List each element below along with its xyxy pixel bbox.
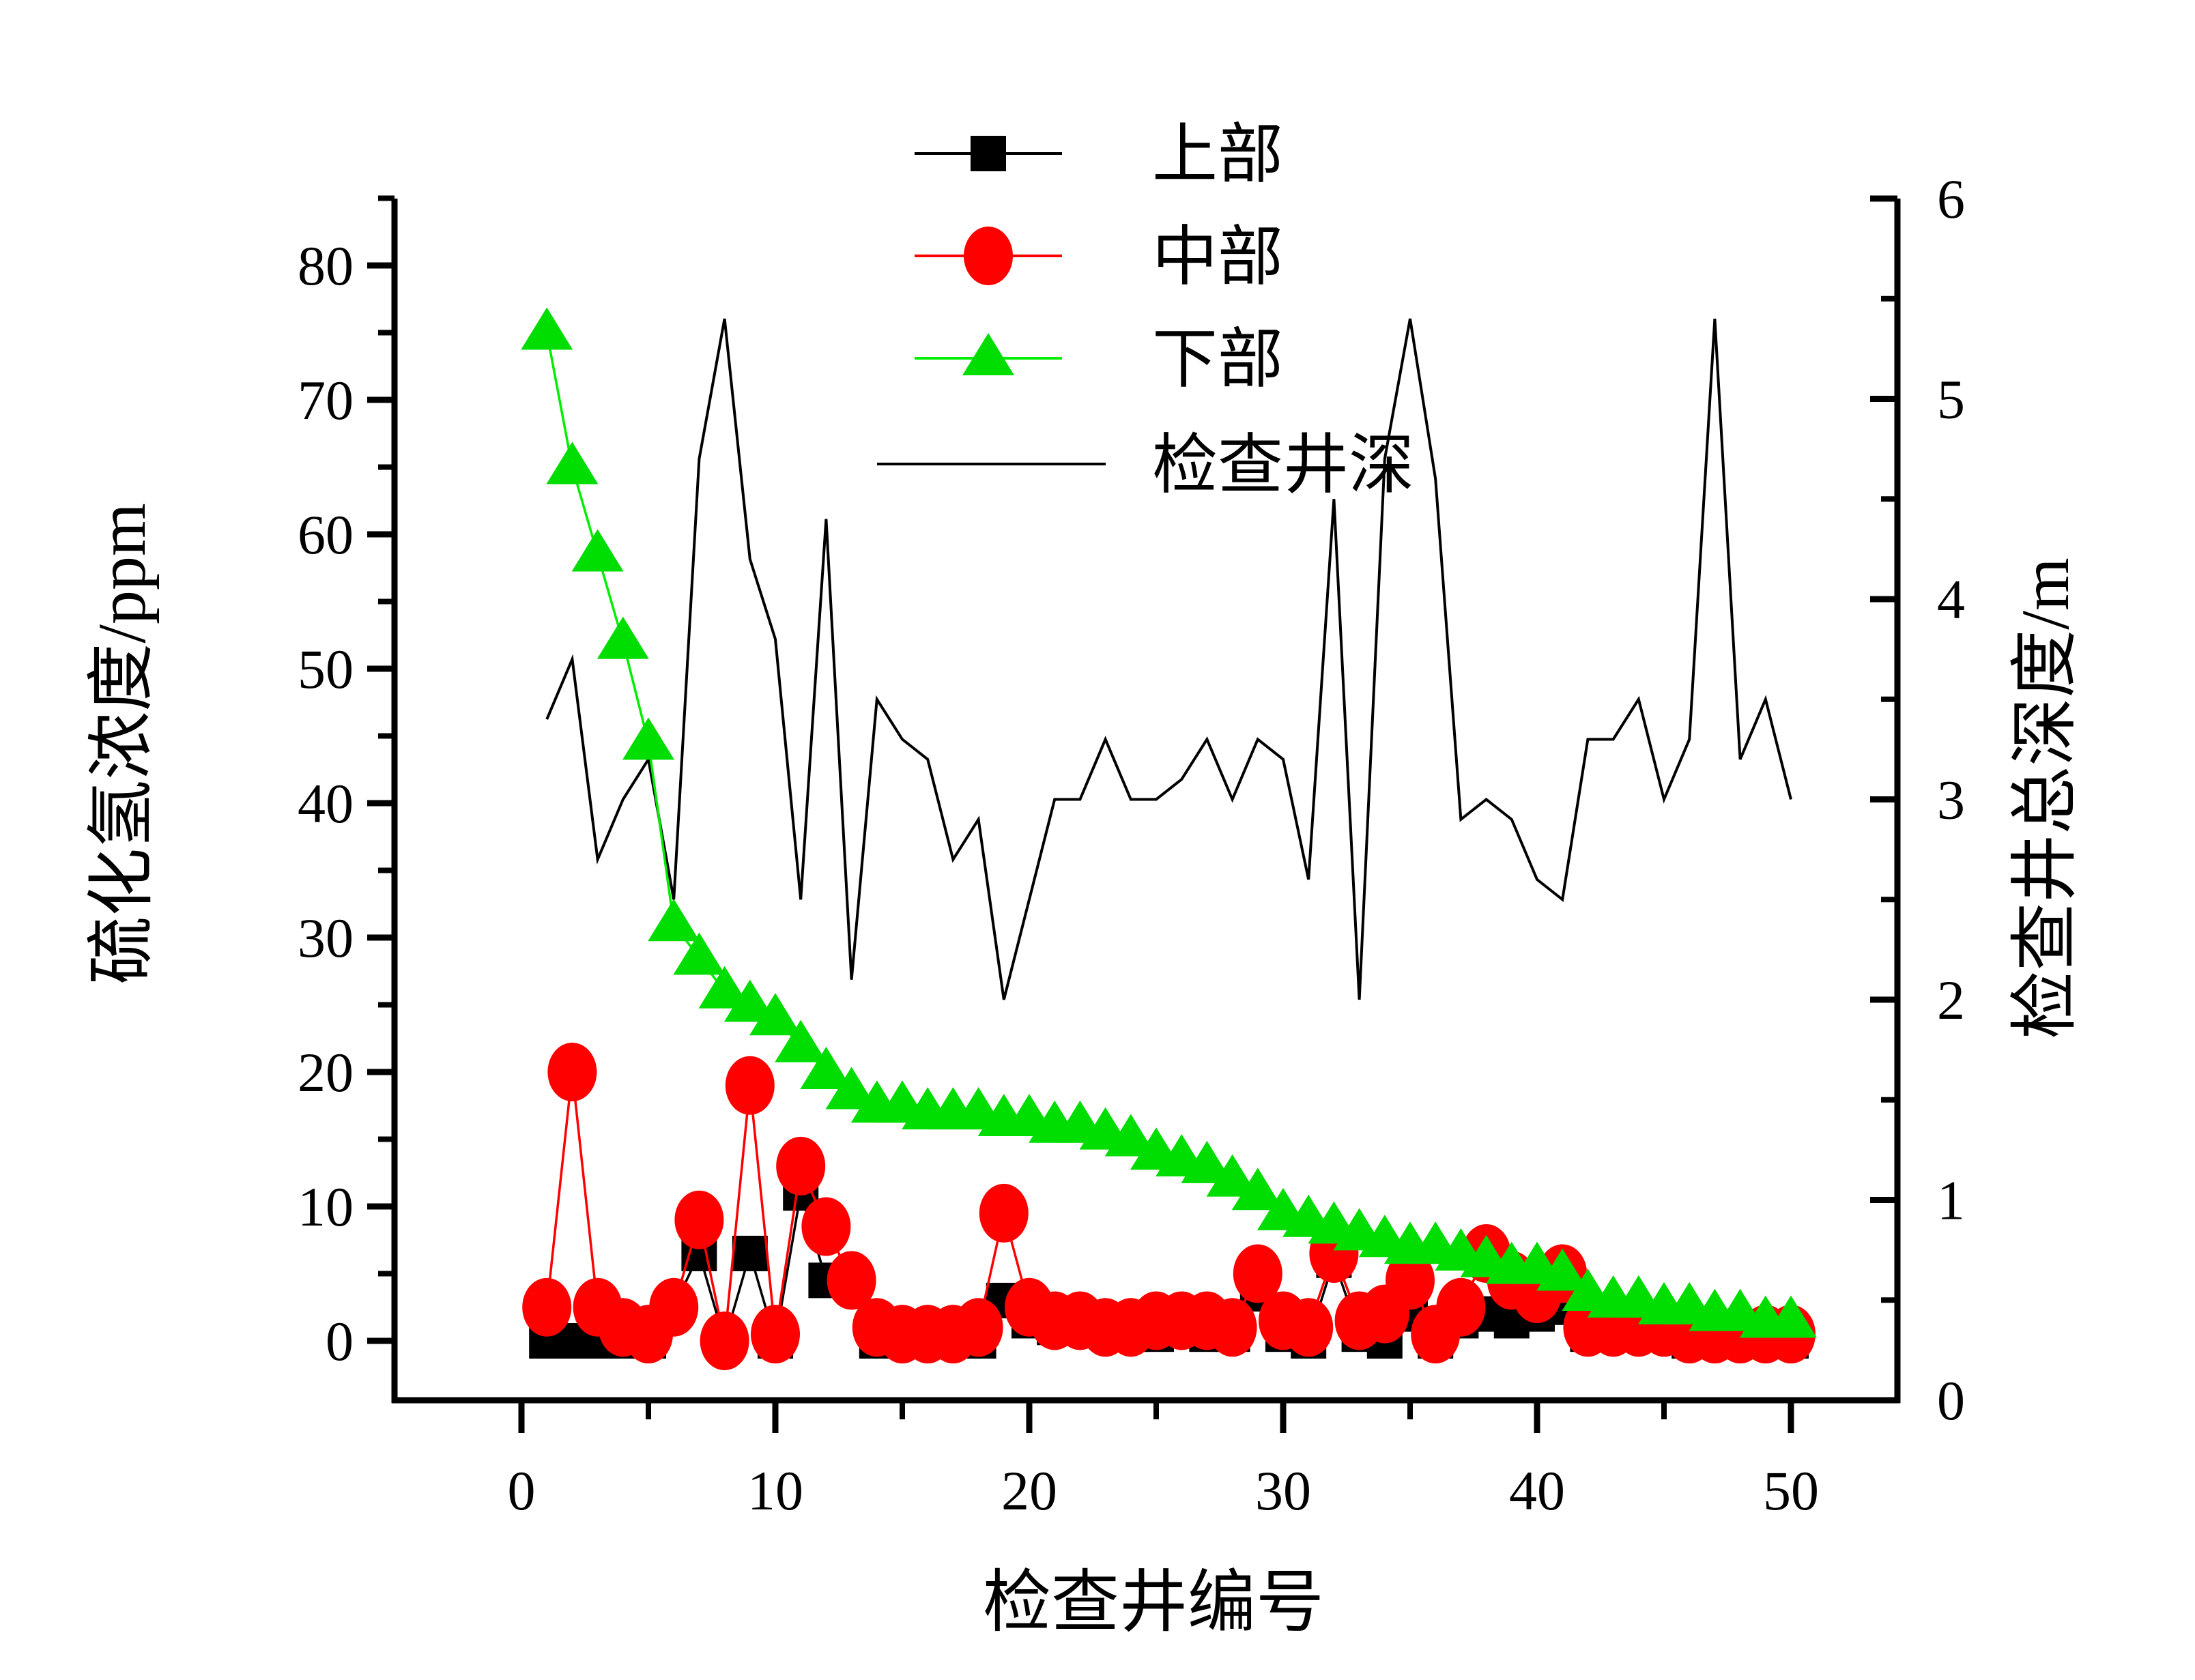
lower-series-marker [1206, 1154, 1259, 1197]
lower-series-marker [825, 1067, 878, 1110]
middle-series-marker [979, 1183, 1029, 1243]
y-right-tick-label: 6 [1937, 168, 1965, 230]
middle-series-marker [751, 1305, 800, 1364]
middle-series-marker [522, 1277, 572, 1337]
lower-series-marker [546, 441, 599, 484]
middle-series-marker [1233, 1244, 1282, 1303]
lower-series-marker [698, 966, 751, 1009]
middle-series-marker [700, 1312, 749, 1370]
y-right-tick-label: 4 [1937, 568, 1965, 631]
legend-square-marker [971, 136, 1006, 171]
y-right-tick-label: 5 [1937, 368, 1965, 431]
y-right-tick-label: 1 [1937, 1170, 1965, 1232]
middle-series-marker [1284, 1298, 1334, 1357]
lower-series-marker [749, 993, 801, 1036]
lower-series-marker [800, 1047, 852, 1089]
legend-label: 检查井深 [1152, 429, 1414, 502]
middle-series-marker [776, 1136, 826, 1196]
lower-series-marker [1104, 1114, 1157, 1157]
x-tick-label: 20 [1001, 1460, 1057, 1522]
y-left-tick-label: 40 [298, 772, 354, 835]
y-right-tick-label: 3 [1937, 769, 1965, 831]
y-left-tick-label: 50 [298, 638, 354, 700]
legend-triangle-marker [962, 333, 1014, 375]
y-right-tick-label: 0 [1937, 1370, 1965, 1432]
lower-series-marker [1536, 1248, 1589, 1291]
y-left-tick-label: 80 [298, 235, 354, 297]
lower-series-marker [1181, 1140, 1233, 1183]
lower-series-marker [597, 616, 649, 659]
middle-series-marker [953, 1298, 1003, 1357]
middle-series-marker [801, 1197, 851, 1256]
lower-series-marker [622, 717, 674, 760]
lower-series-marker [648, 899, 700, 942]
middle-series-marker [674, 1190, 724, 1249]
x-tick-label: 0 [508, 1460, 536, 1522]
y-right-tick-label: 2 [1937, 969, 1965, 1031]
middle-series-marker [1386, 1251, 1435, 1310]
y-left-tick-label: 70 [298, 369, 354, 431]
y-left-tick-label: 30 [298, 907, 354, 969]
lower-series-marker [571, 529, 624, 572]
middle-series-marker [1436, 1277, 1486, 1337]
depth-line [545, 318, 1792, 1000]
y-left-tick-label: 60 [298, 504, 354, 566]
upper-series-marker [732, 1235, 768, 1271]
lower-series-marker [723, 979, 776, 1022]
legend-label: 上部 [1152, 118, 1283, 191]
lower-series-marker [1231, 1168, 1284, 1211]
lower-series-marker [673, 932, 726, 975]
y-axis-right-title: 检查井总深度/m [2007, 557, 2083, 1039]
x-axis-title: 检查井编号 [983, 1565, 1324, 1640]
data-series [521, 307, 1817, 1370]
middle-series-marker [725, 1056, 775, 1115]
lower-series-marker [1765, 1295, 1817, 1338]
middle-series-marker [827, 1251, 876, 1310]
x-tick-label: 40 [1509, 1460, 1565, 1522]
y-left-tick-label: 0 [326, 1310, 354, 1372]
x-tick-label: 50 [1763, 1460, 1819, 1522]
legend-circle-marker [964, 227, 1013, 285]
lower-series-marker [775, 1019, 827, 1062]
y-left-tick-label: 20 [298, 1041, 354, 1103]
middle-series-marker [1207, 1298, 1257, 1357]
y-left-tick-label: 10 [298, 1176, 354, 1238]
x-tick-label: 30 [1255, 1460, 1311, 1522]
legend-label: 中部 [1152, 220, 1283, 293]
y-axis-left-title: 硫化氢浓度/ppm [84, 503, 160, 985]
legend-label: 下部 [1152, 323, 1283, 396]
x-tick-label: 10 [747, 1460, 803, 1522]
lower-series-marker [521, 307, 573, 350]
middle-series-marker [547, 1043, 597, 1101]
middle-series-marker [649, 1277, 699, 1337]
